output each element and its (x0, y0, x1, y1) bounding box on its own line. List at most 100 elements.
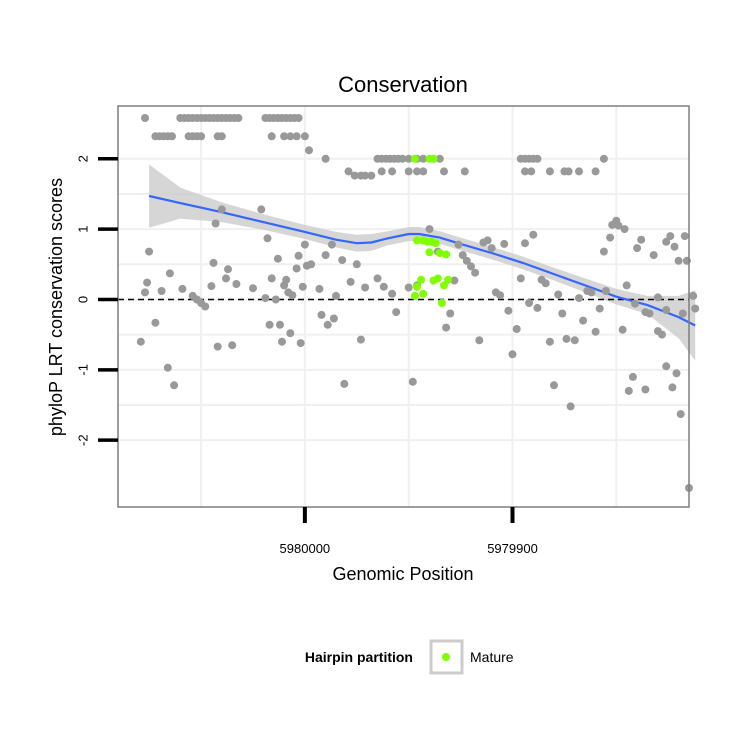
x-tick-label: 5979900 (487, 541, 538, 556)
point-mature (442, 250, 451, 259)
point-other (379, 282, 388, 291)
point-other (618, 325, 627, 334)
point-other (292, 264, 301, 273)
point-other (662, 362, 671, 371)
point-other (278, 337, 286, 346)
point-other (404, 167, 413, 176)
point-other (257, 205, 266, 214)
point-other (286, 329, 295, 338)
point-other (263, 234, 272, 243)
point-other (338, 256, 347, 265)
point-other (197, 132, 206, 141)
point-other (564, 167, 573, 176)
point-other (662, 237, 671, 246)
point-other (599, 154, 608, 163)
point-other (273, 254, 282, 263)
point-other (217, 205, 226, 214)
point-other (462, 256, 471, 265)
point-other (508, 350, 517, 359)
point-other (670, 242, 679, 251)
point-other (163, 363, 172, 372)
point-other (450, 276, 459, 285)
legend-key-mature-dot (442, 653, 450, 661)
point-other (446, 309, 455, 318)
point-other (475, 336, 484, 345)
point-other (674, 256, 683, 265)
point-other (267, 132, 276, 141)
point-other (367, 171, 376, 180)
point-other (521, 239, 529, 248)
point-other (633, 244, 642, 253)
legend-label-mature: Mature (470, 649, 514, 665)
point-other (211, 219, 220, 228)
point-other (460, 167, 469, 176)
point-other (201, 302, 210, 311)
point-other (271, 295, 280, 304)
point-other (579, 316, 588, 325)
point-mature (410, 154, 419, 163)
point-other (413, 167, 421, 176)
point-other (286, 132, 295, 141)
point-other (398, 154, 407, 163)
point-other (591, 167, 600, 176)
point-other (529, 230, 538, 239)
point-other (300, 132, 309, 141)
point-other (288, 291, 297, 300)
point-other (624, 386, 633, 395)
point-other (620, 225, 629, 234)
y-tick-label: 1 (76, 225, 91, 232)
point-other (649, 251, 658, 260)
point-other (265, 320, 274, 329)
point-other (317, 310, 326, 319)
point-other (591, 327, 600, 336)
point-other (332, 291, 340, 300)
point-mature (429, 154, 438, 163)
y-axis: -2 -1 0 1 2 (76, 155, 118, 446)
point-other (442, 323, 451, 332)
x-axis: 5980000 5979900 (280, 507, 538, 556)
point-other (213, 342, 222, 351)
point-other (504, 306, 513, 315)
x-tick-label: 5980000 (280, 541, 331, 556)
point-other (606, 233, 615, 242)
point-mature (425, 248, 434, 257)
point-other (298, 282, 307, 291)
point-other (554, 290, 563, 299)
point-other (500, 239, 509, 248)
point-mature (444, 275, 453, 284)
point-other (533, 154, 542, 163)
point-other (521, 167, 529, 176)
point-other (321, 251, 330, 260)
point-other (487, 244, 496, 253)
point-other (595, 304, 604, 313)
point-other (550, 381, 558, 390)
point-mature (437, 299, 446, 307)
chart-title: Conservation (338, 72, 468, 97)
point-other (307, 260, 316, 269)
point-other (267, 274, 276, 283)
point-other (292, 132, 301, 141)
point-mature (413, 282, 421, 291)
point-other (141, 114, 149, 122)
panel-border (117, 105, 690, 508)
point-mature (433, 274, 442, 283)
point-other (558, 309, 567, 318)
point-other (641, 385, 650, 394)
point-other (653, 293, 662, 302)
legend-title: Hairpin partition (305, 649, 413, 665)
point-other (440, 167, 448, 176)
point-other (435, 154, 444, 163)
point-other (346, 277, 355, 286)
point-other (151, 318, 160, 327)
point-other (282, 275, 291, 284)
point-other (141, 288, 149, 297)
y-axis-title: phyloP LRT conservation scores (46, 178, 66, 436)
point-other (350, 171, 359, 180)
point-other (454, 240, 463, 249)
point-other (678, 309, 687, 318)
point-other (662, 306, 671, 314)
point-other (575, 294, 583, 303)
point-other (641, 308, 650, 317)
point-other (373, 274, 382, 283)
